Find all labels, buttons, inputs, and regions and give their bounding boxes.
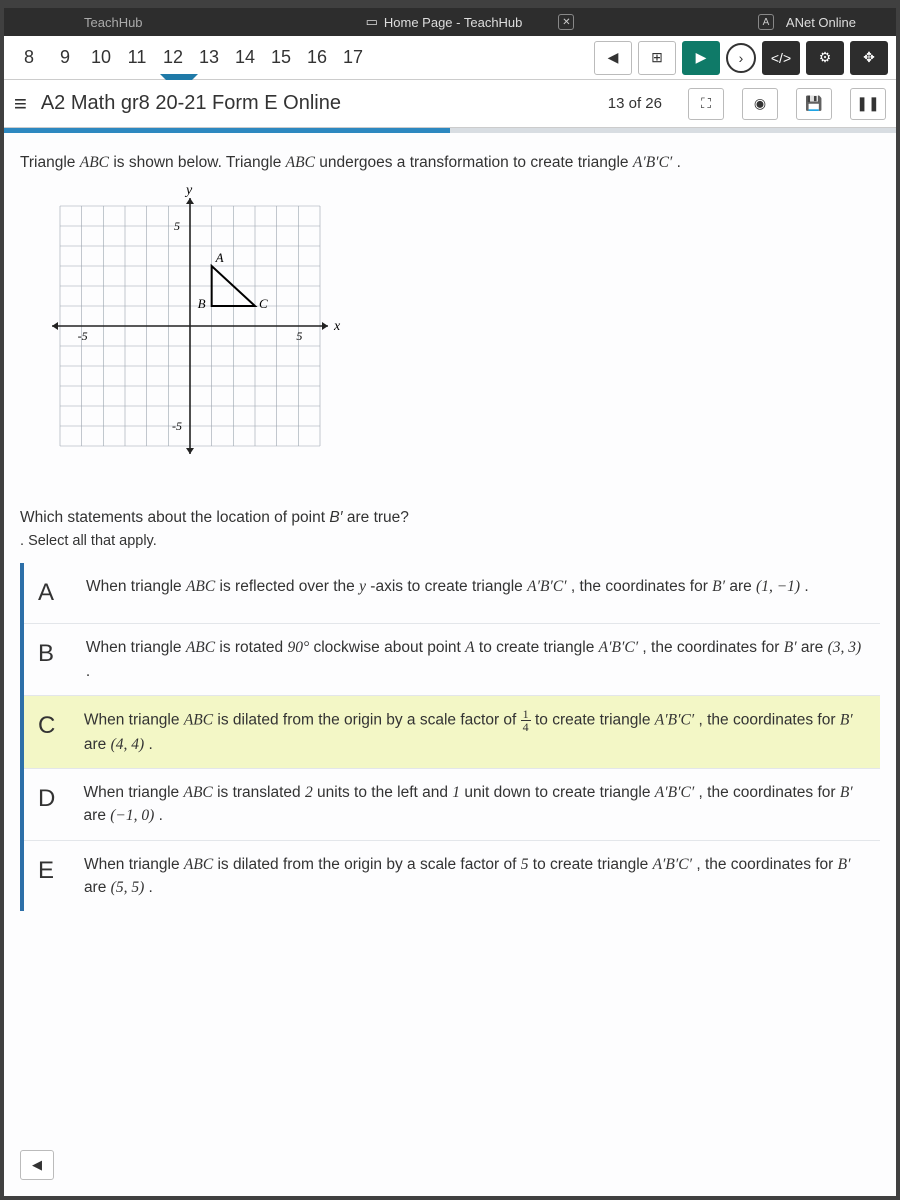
pause-icon: ❚❚ (856, 95, 879, 112)
choice-text: When triangle ABC is reflected over the … (86, 575, 809, 598)
text: are true? (343, 509, 409, 526)
question-number-11[interactable]: 11 (120, 41, 154, 75)
next-circle-button[interactable]: › (726, 43, 756, 73)
answer-choice-B[interactable]: B When triangle ABC is rotated 90° clockw… (24, 624, 880, 696)
question-number-15[interactable]: 15 (264, 41, 298, 75)
instruction: . Select all that apply. (20, 533, 880, 549)
svg-text:C: C (259, 296, 268, 311)
text: . (672, 154, 681, 171)
tab-label: TeachHub (84, 15, 143, 30)
question-number-9[interactable]: 9 (48, 41, 82, 75)
coordinate-graph: -5 5 5 -5 x y A B C (40, 186, 880, 489)
svg-text:5: 5 (296, 329, 302, 343)
choice-text: When triangle ABC is rotated 90° clockwi… (86, 636, 866, 683)
pause-button[interactable]: ❚❚ (850, 88, 886, 120)
question-number-bar: 891011121314151617 ◀ ⊞ ▶ › </> ⚙ ✥ (4, 36, 896, 80)
choice-text: When triangle ABC is dilated from the or… (84, 853, 866, 900)
target-button[interactable]: ◉ (742, 88, 778, 120)
answer-choice-D[interactable]: D When triangle ABC is translated 2 units… (24, 769, 880, 841)
footer-prev-button[interactable]: ◀ (20, 1150, 54, 1180)
browser-tab-center[interactable]: ▭ Home Page - TeachHub ✕ (287, 14, 653, 30)
tab-label: Home Page - TeachHub (384, 15, 523, 30)
question-number-14[interactable]: 14 (228, 41, 262, 75)
svg-text:5: 5 (174, 219, 180, 233)
title-bar: ≡ A2 Math gr8 20-21 Form E Online 13 of … (4, 80, 896, 128)
sub-question: Which statements about the location of p… (20, 509, 880, 527)
question-number-16[interactable]: 16 (300, 41, 334, 75)
prev-button[interactable]: ◀ (594, 41, 632, 75)
svg-text:B: B (198, 296, 206, 311)
fullscreen-button[interactable]: ⛶ (688, 88, 724, 120)
play-icon: ▶ (696, 49, 707, 66)
gear-icon: ⚙ (819, 49, 832, 66)
svg-text:-5: -5 (172, 419, 182, 433)
chevron-left-icon: ◀ (32, 1157, 42, 1173)
code-button[interactable]: </> (762, 41, 800, 75)
choice-letter: D (38, 781, 66, 817)
answer-choice-A[interactable]: A When triangle ABC is reflected over the… (24, 563, 880, 624)
question-number-10[interactable]: 10 (84, 41, 118, 75)
move-button[interactable]: ✥ (850, 41, 888, 75)
settings-button[interactable]: ⚙ (806, 41, 844, 75)
triangle-result: A′B′C′ (633, 154, 672, 171)
answer-choice-E[interactable]: E When triangle ABC is dilated from the o… (24, 841, 880, 912)
choice-letter: A (38, 575, 68, 611)
choice-letter: B (38, 636, 68, 672)
expand-icon: ⛶ (701, 95, 711, 112)
svg-text:x: x (333, 319, 341, 334)
svg-text:-5: -5 (78, 329, 88, 343)
point-name: B′ (329, 509, 342, 526)
question-number-12[interactable]: 12 (156, 41, 190, 75)
text: Which statements about the location of p… (20, 509, 329, 526)
move-icon: ✥ (863, 49, 875, 66)
question-number-8[interactable]: 8 (12, 41, 46, 75)
choice-text: When triangle ABC is translated 2 units … (84, 781, 866, 828)
svg-text:y: y (184, 186, 193, 198)
target-icon: ◉ (754, 95, 766, 112)
triangle-name: ABC (80, 154, 109, 171)
page-icon: ▭ (366, 14, 378, 30)
calendar-button[interactable]: ⊞ (638, 41, 676, 75)
chevron-right-icon: › (739, 50, 744, 66)
question-prompt: Triangle ABC is shown below. Triangle AB… (20, 151, 880, 174)
question-number-13[interactable]: 13 (192, 41, 226, 75)
chevron-left-icon: ◀ (608, 49, 619, 66)
browser-tab-right[interactable]: A ANet Online (673, 14, 856, 30)
page-title: A2 Math gr8 20-21 Form E Online (41, 92, 594, 115)
question-number-17[interactable]: 17 (336, 41, 370, 75)
browser-tab-left[interactable]: TeachHub (84, 15, 267, 30)
tab-label: ANet Online (786, 15, 856, 30)
text: undergoes a transformation to create tri… (315, 154, 633, 171)
choice-text: When triangle ABC is dilated from the or… (84, 708, 866, 756)
text: Triangle (20, 154, 80, 171)
question-body: Triangle ABC is shown below. Triangle AB… (4, 133, 896, 1196)
svg-text:A: A (215, 250, 224, 265)
save-button[interactable]: 💾 (796, 88, 832, 120)
browser-tabs: TeachHub ▭ Home Page - TeachHub ✕ A ANet… (4, 8, 896, 36)
code-icon: </> (771, 50, 791, 66)
triangle-name: ABC (286, 154, 315, 171)
answer-choices: A When triangle ABC is reflected over the… (20, 563, 880, 911)
choice-letter: E (38, 853, 66, 889)
close-icon[interactable]: ✕ (558, 14, 574, 30)
question-counter: 13 of 26 (608, 95, 662, 112)
a-icon: A (758, 14, 774, 30)
answer-choice-C[interactable]: C When triangle ABC is dilated from the o… (24, 696, 880, 769)
grid-icon: ⊞ (651, 49, 663, 66)
save-icon: 💾 (805, 95, 822, 112)
menu-icon[interactable]: ≡ (14, 91, 27, 117)
text: is shown below. Triangle (109, 154, 286, 171)
play-button[interactable]: ▶ (682, 41, 720, 75)
instruction-text: Select all that apply. (28, 533, 157, 549)
choice-letter: C (38, 708, 66, 744)
